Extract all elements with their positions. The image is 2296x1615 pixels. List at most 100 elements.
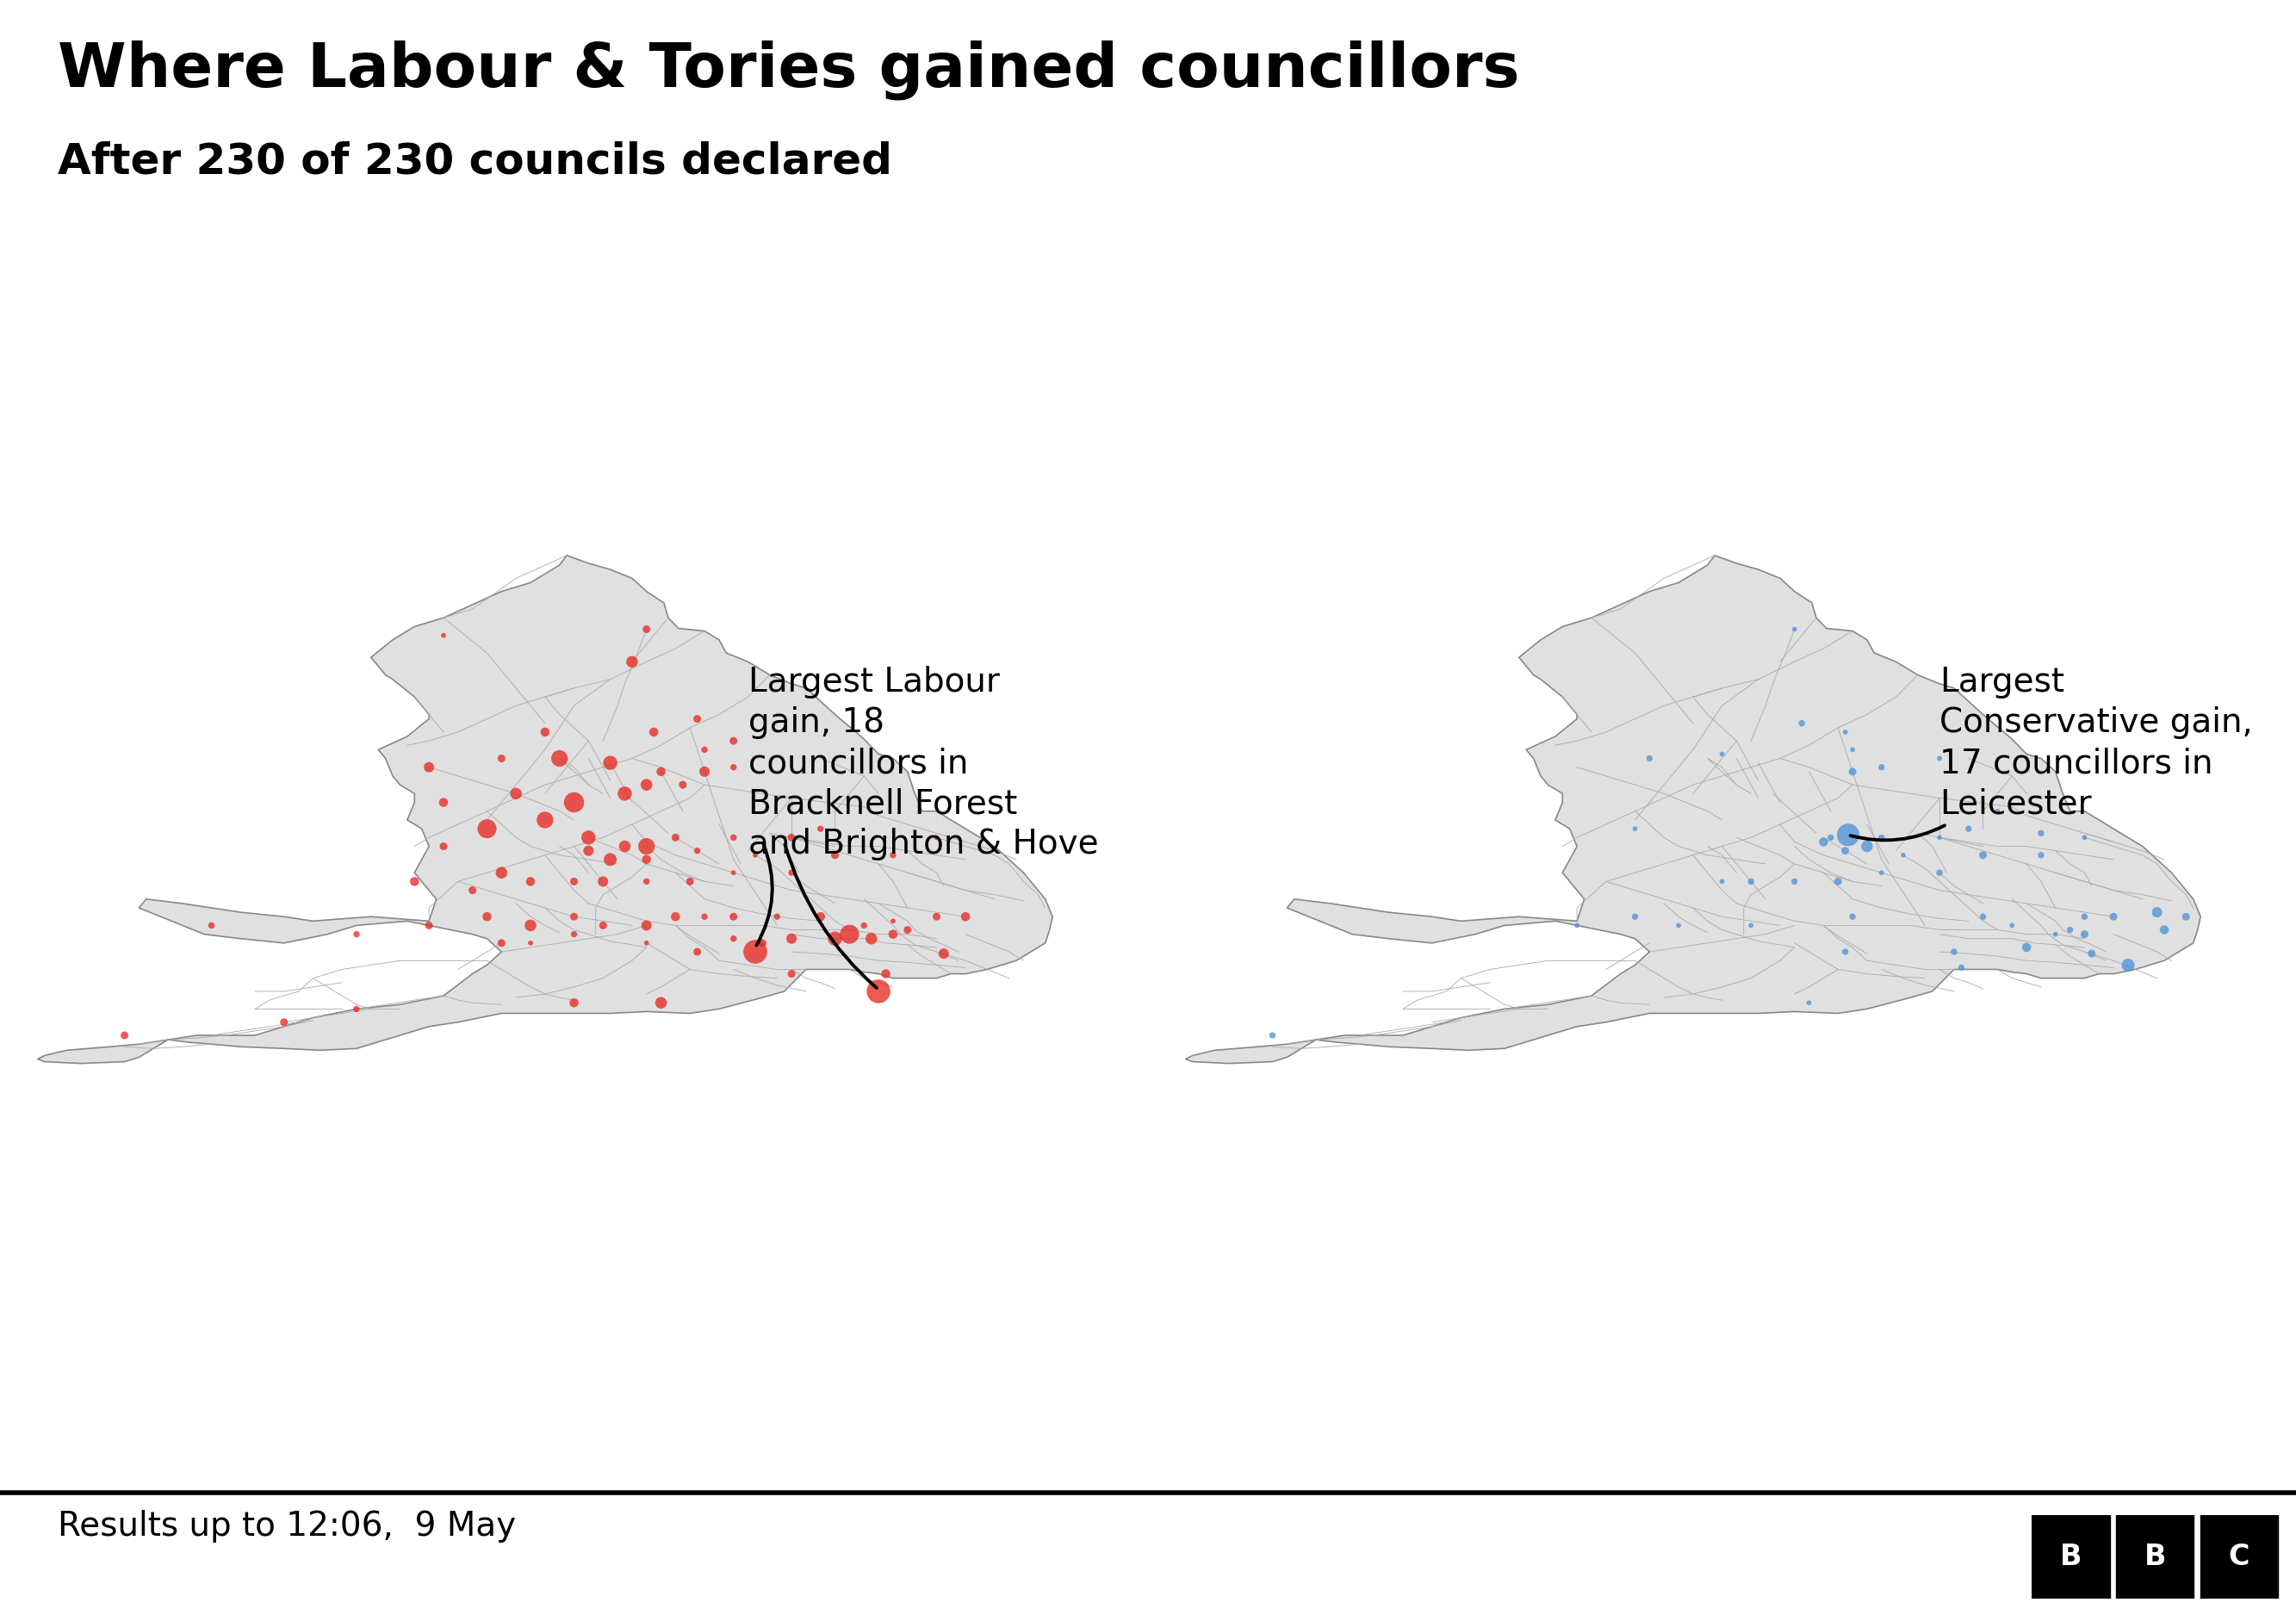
Point — [629, 930, 666, 956]
Point — [1704, 869, 1740, 895]
Point — [569, 825, 606, 851]
Point — [1993, 912, 2030, 938]
Point — [512, 930, 549, 956]
Point — [801, 816, 838, 841]
Point — [592, 749, 629, 775]
Point — [526, 808, 563, 833]
Point — [482, 930, 519, 956]
Point — [817, 925, 854, 951]
Bar — [2117, 1515, 2195, 1599]
Point — [512, 869, 549, 895]
Point — [817, 841, 854, 867]
Point — [1922, 825, 1958, 851]
Point — [1733, 912, 1770, 938]
Point — [1733, 869, 1770, 895]
Point — [629, 833, 666, 859]
Point — [1828, 719, 1864, 745]
Text: B: B — [2144, 1542, 2165, 1571]
Point — [2053, 917, 2089, 943]
Point — [845, 912, 882, 938]
Point — [556, 869, 592, 895]
Point — [636, 719, 673, 745]
Point — [1777, 869, 1814, 895]
Point — [1704, 741, 1740, 767]
Point — [1791, 990, 1828, 1016]
Point — [629, 869, 666, 895]
Point — [556, 904, 592, 930]
Point — [774, 925, 810, 951]
Point — [425, 622, 461, 648]
Point — [606, 780, 643, 806]
Point — [629, 912, 666, 938]
Point — [737, 841, 774, 867]
Point — [556, 790, 592, 816]
Point — [1830, 822, 1867, 848]
Point — [774, 859, 810, 885]
Point — [714, 728, 751, 754]
Point — [2110, 953, 2147, 979]
Point — [1862, 754, 1899, 780]
Point — [831, 921, 868, 946]
Point — [1979, 798, 2016, 824]
Point — [455, 877, 491, 903]
Point — [498, 780, 535, 806]
Point — [643, 990, 680, 1016]
Point — [875, 908, 912, 933]
Point — [889, 917, 925, 943]
Point — [875, 841, 912, 867]
Point — [2147, 917, 2183, 943]
Polygon shape — [1185, 556, 2200, 1063]
Bar — [2200, 1515, 2278, 1599]
Point — [664, 772, 700, 798]
Point — [585, 912, 622, 938]
Point — [512, 912, 549, 938]
Point — [714, 754, 751, 780]
Point — [1862, 859, 1899, 885]
Point — [774, 961, 810, 987]
Point — [868, 961, 905, 987]
Point — [2167, 904, 2204, 930]
Point — [569, 838, 606, 864]
Point — [1828, 838, 1864, 864]
Point — [2023, 820, 2060, 846]
Point — [744, 930, 781, 956]
Point — [425, 790, 461, 816]
Point — [629, 772, 666, 798]
Point — [1885, 841, 1922, 867]
Point — [2073, 940, 2110, 966]
Polygon shape — [37, 556, 1052, 1063]
Point — [1828, 938, 1864, 964]
Point — [411, 754, 448, 780]
Point — [1965, 841, 2002, 867]
Point — [714, 859, 751, 885]
Point — [2023, 841, 2060, 867]
Text: Where Labour & Tories gained councillors: Where Labour & Tories gained councillors — [57, 40, 1520, 100]
Point — [852, 925, 889, 951]
Point — [680, 838, 716, 864]
Point — [1862, 825, 1899, 851]
Point — [714, 925, 751, 951]
Point — [592, 846, 629, 872]
Point — [556, 990, 592, 1016]
Point — [1835, 759, 1871, 785]
Point — [680, 938, 716, 964]
Point — [737, 938, 774, 964]
Text: Largest
Conservative gain,
17 councillors in
Leicester: Largest Conservative gain, 17 councillor… — [1940, 665, 2252, 820]
Point — [1835, 904, 1871, 930]
Point — [629, 617, 666, 643]
Point — [2066, 904, 2103, 930]
Point — [918, 825, 955, 851]
Point — [687, 904, 723, 930]
Point — [468, 904, 505, 930]
Point — [2066, 921, 2103, 946]
Point — [338, 996, 374, 1022]
Point — [1559, 912, 1596, 938]
Point — [1616, 904, 1653, 930]
Point — [1812, 825, 1848, 851]
Point — [425, 833, 461, 859]
Text: C: C — [2229, 1542, 2250, 1571]
Point — [1630, 746, 1667, 772]
Point — [1660, 912, 1697, 938]
Point — [397, 869, 434, 895]
Point — [714, 904, 751, 930]
